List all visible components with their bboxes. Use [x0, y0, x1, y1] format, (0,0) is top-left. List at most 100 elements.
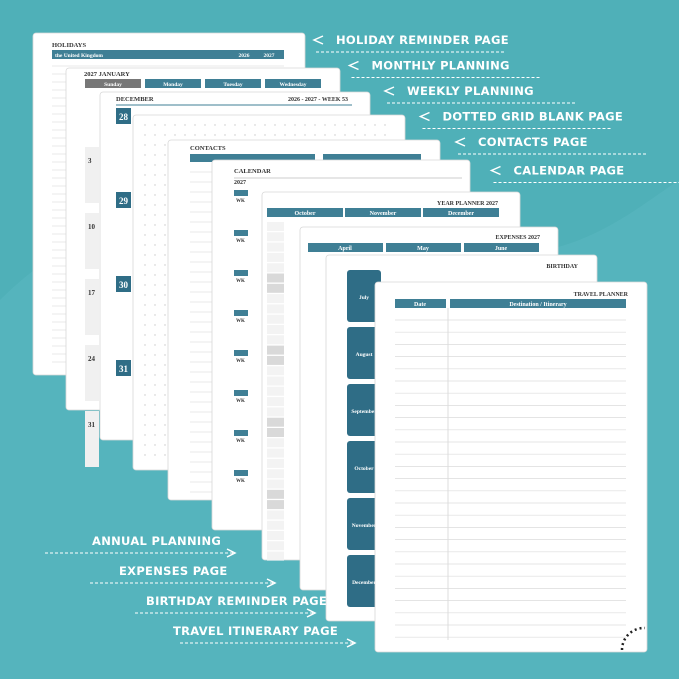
grid-dot [154, 334, 156, 336]
weekday-bar [85, 79, 141, 88]
grid-dot [144, 374, 146, 376]
grid-dot [144, 414, 146, 416]
date-cell [267, 386, 284, 396]
week-cell [85, 147, 99, 203]
callout-label: ANNUAL PLANNING [92, 534, 221, 548]
label: November [370, 211, 397, 217]
grid-dot [154, 284, 156, 286]
grid-dot [144, 324, 146, 326]
grid-dot [154, 234, 156, 236]
grid-dot [214, 134, 216, 136]
callout-arrow [347, 60, 359, 71]
grid-dot [144, 134, 146, 136]
grid-dot [164, 164, 166, 166]
grid-dot [164, 344, 166, 346]
grid-dot [164, 204, 166, 206]
label: November [352, 523, 377, 529]
grid-dot [164, 234, 166, 236]
grid-dot [154, 184, 156, 186]
grid-dot [154, 294, 156, 296]
month-bar [345, 208, 421, 217]
grid-dot [264, 124, 266, 126]
grid-dot [274, 134, 276, 136]
grid-dot [154, 254, 156, 256]
month-bar [234, 270, 248, 276]
grid-dot [234, 124, 236, 126]
label: April [338, 246, 352, 252]
grid-dot [164, 144, 166, 146]
grid-dot [154, 404, 156, 406]
grid-dot [164, 444, 166, 446]
label: August [356, 352, 373, 358]
date-cell [267, 294, 284, 304]
grid-dot [144, 224, 146, 226]
date-cell [267, 510, 284, 520]
grid-dot [364, 124, 366, 126]
grid-dot [144, 384, 146, 386]
label: 29 [119, 196, 129, 206]
callout-arrow [266, 578, 277, 588]
label: 3 [88, 157, 92, 165]
label: Destination / Itinerary [509, 302, 566, 308]
label: Sunday [104, 82, 122, 88]
grid-dot [284, 124, 286, 126]
label: 17 [88, 289, 96, 297]
grid-dot [334, 134, 336, 136]
grid-dot [164, 404, 166, 406]
grid-dot [294, 124, 296, 126]
grid-dot [284, 134, 286, 136]
label: 2027 [234, 180, 246, 186]
grid-dot [164, 394, 166, 396]
grid-dot [184, 134, 186, 136]
column-header [450, 299, 626, 308]
callout-label: CALENDAR PAGE [514, 164, 625, 178]
grid-dot [204, 124, 206, 126]
grid-dot [374, 124, 376, 126]
month-bar [423, 208, 499, 217]
date-cell [267, 417, 284, 427]
grid-dot [304, 124, 306, 126]
date-cell [267, 335, 284, 345]
date-cell [267, 438, 284, 448]
pages: HOLIDAYS the United Kingdom 2026 2027 2027 J… [32, 32, 648, 653]
grid-dot [164, 304, 166, 306]
grid-dot [154, 244, 156, 246]
grid-dot [144, 124, 146, 126]
month-bar [234, 230, 248, 236]
grid-dot [244, 124, 246, 126]
column-header [395, 299, 446, 308]
grid-dot [144, 184, 146, 186]
grid-dot [174, 134, 176, 136]
grid-dot [164, 294, 166, 296]
grid-dot [154, 354, 156, 356]
grid-dot [234, 134, 236, 136]
grid-dot [154, 124, 156, 126]
grid-dot [154, 164, 156, 166]
grid-dot [164, 174, 166, 176]
grid-dot [384, 124, 386, 126]
month-box [347, 384, 381, 436]
grid-dot [164, 334, 166, 336]
grid-dot [144, 424, 146, 426]
grid-dot [164, 284, 166, 286]
contact-header [323, 154, 421, 162]
date-cell [267, 283, 284, 293]
date-cell [267, 531, 284, 540]
week-label: WK [236, 319, 245, 324]
label: 2027 [264, 53, 275, 59]
label: 2026 - 2027 - WEEK 53 [288, 97, 348, 103]
grid-dot [164, 154, 166, 156]
grid-dot [154, 204, 156, 206]
grid-dot [334, 124, 336, 126]
grid-dot [144, 274, 146, 276]
day-box [116, 276, 131, 292]
week-label: WK [236, 479, 245, 484]
grid-dot [194, 134, 196, 136]
grid-dot [144, 244, 146, 246]
grid-dot [224, 134, 226, 136]
weekday-bar [145, 79, 201, 88]
callout-label: EXPENSES PAGE [119, 564, 228, 578]
grid-dot [154, 304, 156, 306]
grid-dot [154, 364, 156, 366]
week-label: WK [236, 399, 245, 404]
